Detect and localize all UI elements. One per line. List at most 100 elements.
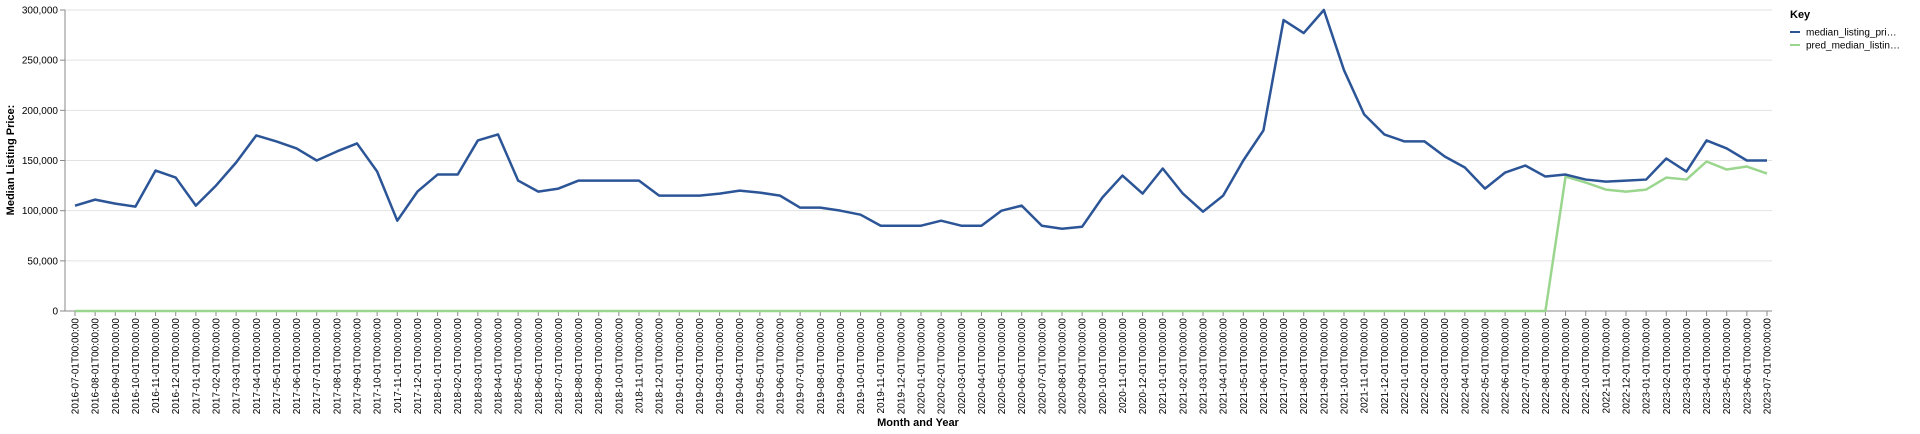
x-tick-label: 2022-08-01T00:00:00 bbox=[1541, 318, 1552, 415]
x-tick-label: 2017-10-01T00:00:00 bbox=[373, 318, 384, 415]
x-tick-label: 2018-04-01T00:00:00 bbox=[494, 318, 505, 415]
x-tick-label: 2023-06-01T00:00:00 bbox=[1742, 318, 1753, 415]
x-tick-label: 2022-01-01T00:00:00 bbox=[1400, 318, 1411, 415]
legend-label: median_listing_pri… bbox=[1806, 28, 1897, 39]
x-tick-label: 2018-07-01T00:00:00 bbox=[554, 318, 565, 415]
x-tick-label: 2018-03-01T00:00:00 bbox=[473, 318, 484, 415]
legend-label: pred_median_listin… bbox=[1806, 41, 1900, 52]
y-tick-label: 250,000 bbox=[22, 56, 59, 67]
x-tick-label: 2023-04-01T00:00:00 bbox=[1702, 318, 1713, 415]
x-tick-label: 2017-01-01T00:00:00 bbox=[191, 318, 202, 415]
x-tick-label: 2017-11-01T00:00:00 bbox=[393, 318, 404, 414]
x-tick-label: 2018-12-01T00:00:00 bbox=[655, 318, 666, 415]
x-tick-label: 2022-03-01T00:00:00 bbox=[1440, 318, 1451, 415]
x-tick-label: 2021-05-01T00:00:00 bbox=[1239, 318, 1250, 415]
x-tick-label: 2019-01-01T00:00:00 bbox=[675, 318, 686, 415]
x-tick-label: 2018-06-01T00:00:00 bbox=[534, 318, 545, 415]
x-tick-label: 2019-08-01T00:00:00 bbox=[816, 318, 827, 415]
x-tick-label: 2022-07-01T00:00:00 bbox=[1521, 318, 1532, 415]
y-tick-label: 100,000 bbox=[22, 206, 59, 217]
x-tick-label: 2018-10-01T00:00:00 bbox=[614, 318, 625, 415]
x-tick-label: 2019-03-01T00:00:00 bbox=[715, 318, 726, 415]
x-tick-label: 2017-02-01T00:00:00 bbox=[212, 318, 223, 415]
x-tick-label: 2023-03-01T00:00:00 bbox=[1682, 318, 1693, 415]
x-tick-label: 2018-09-01T00:00:00 bbox=[594, 318, 605, 415]
x-tick-label: 2017-09-01T00:00:00 bbox=[353, 318, 364, 415]
x-tick-label: 2018-11-01T00:00:00 bbox=[635, 318, 646, 414]
x-axis-title: Month and Year bbox=[877, 417, 959, 429]
x-tick-label: 2018-02-01T00:00:00 bbox=[453, 318, 464, 415]
x-tick-label: 2020-02-01T00:00:00 bbox=[937, 318, 948, 415]
x-tick-label: 2021-06-01T00:00:00 bbox=[1259, 318, 1270, 415]
x-tick-label: 2023-07-01T00:00:00 bbox=[1763, 318, 1774, 415]
y-axis-title: Median Listing Price: bbox=[5, 105, 17, 216]
x-tick-label: 2017-06-01T00:00:00 bbox=[292, 318, 303, 415]
x-tick-label: 2022-12-01T00:00:00 bbox=[1622, 318, 1633, 415]
x-tick-label: 2019-07-01T00:00:00 bbox=[796, 318, 807, 415]
x-tick-label: 2022-06-01T00:00:00 bbox=[1501, 318, 1512, 415]
x-tick-label: 2022-11-01T00:00:00 bbox=[1601, 318, 1612, 414]
x-tick-label: 2023-01-01T00:00:00 bbox=[1642, 318, 1653, 415]
x-tick-label: 2020-12-01T00:00:00 bbox=[1138, 318, 1149, 415]
x-tick-label: 2020-06-01T00:00:00 bbox=[1017, 318, 1028, 415]
x-tick-label: 2020-10-01T00:00:00 bbox=[1098, 318, 1109, 415]
x-tick-label: 2022-09-01T00:00:00 bbox=[1561, 318, 1572, 415]
x-tick-label: 2021-09-01T00:00:00 bbox=[1319, 318, 1330, 415]
x-tick-label: 2020-03-01T00:00:00 bbox=[957, 318, 968, 415]
y-tick-label: 300,000 bbox=[22, 6, 59, 17]
x-tick-label: 2017-05-01T00:00:00 bbox=[272, 318, 283, 415]
x-tick-label: 2019-05-01T00:00:00 bbox=[755, 318, 766, 415]
x-tick-label: 2022-05-01T00:00:00 bbox=[1481, 318, 1492, 415]
x-tick-label: 2016-10-01T00:00:00 bbox=[131, 318, 142, 415]
x-tick-label: 2023-05-01T00:00:00 bbox=[1722, 318, 1733, 415]
y-tick-label: 0 bbox=[52, 307, 58, 318]
x-tick-label: 2022-02-01T00:00:00 bbox=[1420, 318, 1431, 415]
x-tick-label: 2017-04-01T00:00:00 bbox=[252, 318, 263, 415]
x-tick-label: 2021-08-01T00:00:00 bbox=[1299, 318, 1310, 415]
x-tick-label: 2020-08-01T00:00:00 bbox=[1058, 318, 1069, 415]
x-tick-label: 2019-10-01T00:00:00 bbox=[856, 318, 867, 415]
legend-title: Key bbox=[1790, 9, 1811, 21]
x-tick-label: 2020-11-01T00:00:00 bbox=[1118, 318, 1129, 414]
line-series bbox=[74, 8, 1767, 230]
x-tick-label: 2017-08-01T00:00:00 bbox=[332, 318, 343, 415]
x-tick-label: 2021-02-01T00:00:00 bbox=[1178, 318, 1189, 415]
x-tick-label: 2021-10-01T00:00:00 bbox=[1340, 318, 1351, 415]
x-tick-label: 2017-03-01T00:00:00 bbox=[232, 318, 243, 415]
x-tick-label: 2022-10-01T00:00:00 bbox=[1581, 318, 1592, 415]
x-tick-label: 2018-05-01T00:00:00 bbox=[514, 318, 525, 415]
x-tick-label: 2021-11-01T00:00:00 bbox=[1360, 318, 1371, 414]
x-tick-label: 2019-06-01T00:00:00 bbox=[776, 318, 787, 415]
x-tick-label: 2020-04-01T00:00:00 bbox=[977, 318, 988, 415]
x-tick-label: 2020-09-01T00:00:00 bbox=[1078, 318, 1089, 415]
x-tick-label: 2019-02-01T00:00:00 bbox=[695, 318, 706, 415]
x-tick-label: 2018-01-01T00:00:00 bbox=[433, 318, 444, 415]
x-tick-label: 2021-04-01T00:00:00 bbox=[1219, 318, 1230, 415]
x-tick-label: 2021-03-01T00:00:00 bbox=[1199, 318, 1210, 415]
x-tick-label: 2020-07-01T00:00:00 bbox=[1037, 318, 1048, 415]
x-tick-label: 2019-12-01T00:00:00 bbox=[896, 318, 907, 415]
line-series bbox=[75, 160, 1768, 313]
x-tick-label: 2020-05-01T00:00:00 bbox=[997, 318, 1008, 415]
x-tick-label: 2019-11-01T00:00:00 bbox=[876, 318, 887, 414]
x-tick-label: 2017-12-01T00:00:00 bbox=[413, 318, 424, 415]
x-tick-label: 2019-09-01T00:00:00 bbox=[836, 318, 847, 415]
y-tick-label: 150,000 bbox=[22, 156, 59, 167]
x-tick-label: 2016-12-01T00:00:00 bbox=[171, 318, 182, 415]
x-tick-label: 2018-08-01T00:00:00 bbox=[574, 318, 585, 415]
y-tick-label: 50,000 bbox=[27, 256, 58, 267]
x-tick-label: 2017-07-01T00:00:00 bbox=[312, 318, 323, 415]
x-tick-label: 2023-02-01T00:00:00 bbox=[1662, 318, 1673, 415]
x-tick-label: 2022-04-01T00:00:00 bbox=[1460, 318, 1471, 415]
x-tick-label: 2016-07-01T00:00:00 bbox=[71, 318, 82, 415]
x-tick-label: 2021-07-01T00:00:00 bbox=[1279, 318, 1290, 415]
y-tick-label: 200,000 bbox=[22, 106, 59, 117]
x-tick-label: 2019-04-01T00:00:00 bbox=[735, 318, 746, 415]
x-tick-label: 2021-01-01T00:00:00 bbox=[1158, 318, 1169, 415]
x-tick-label: 2021-12-01T00:00:00 bbox=[1380, 318, 1391, 415]
x-tick-label: 2016-08-01T00:00:00 bbox=[91, 318, 102, 415]
x-tick-label: 2016-11-01T00:00:00 bbox=[151, 318, 162, 414]
x-tick-label: 2020-01-01T00:00:00 bbox=[917, 318, 928, 415]
x-tick-label: 2016-09-01T00:00:00 bbox=[111, 318, 122, 415]
